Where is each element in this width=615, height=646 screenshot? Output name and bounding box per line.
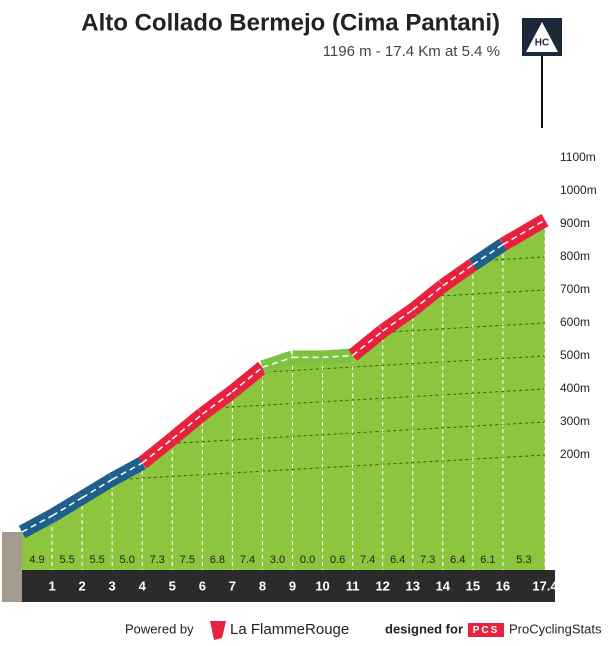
designed-for: designed for xyxy=(385,621,463,636)
badge-mountain xyxy=(526,22,558,52)
gradient-label: 5.5 xyxy=(59,554,74,566)
grid-line xyxy=(22,158,545,188)
gradient-label: 5.0 xyxy=(120,554,135,566)
plot: 200m300m400m500m600m700m800m900m1000m110… xyxy=(2,150,597,602)
y-tick-label: 600m xyxy=(560,315,590,329)
y-tick-label: 500m xyxy=(560,348,590,362)
segment-centerline xyxy=(171,413,203,440)
footer: Powered by La FlammeRouge designed for P… xyxy=(125,621,602,640)
left-wall xyxy=(2,532,22,602)
x-tick-label: 6 xyxy=(199,578,206,593)
segment-centerline xyxy=(352,330,384,357)
gradient-label: 6.4 xyxy=(390,554,405,566)
km-band xyxy=(22,570,555,602)
y-tick-label: 200m xyxy=(560,447,590,461)
segment-centerline xyxy=(262,356,293,369)
gradient-label: 7.4 xyxy=(240,554,255,566)
gradient-label: 5.3 xyxy=(516,554,531,566)
pcs-logo-box xyxy=(468,623,504,637)
x-tick-label: 1 xyxy=(48,578,55,593)
gradient-label: 7.4 xyxy=(360,554,375,566)
segment-centerline xyxy=(231,366,263,393)
x-tick-label: 14 xyxy=(436,578,451,593)
segment-centerline xyxy=(322,354,353,359)
gradient-label: 5.5 xyxy=(89,554,104,566)
x-tick-label: 10 xyxy=(315,578,329,593)
grid-line xyxy=(22,220,545,222)
x-tick-label: 9 xyxy=(289,578,296,593)
gradient-label: 7.3 xyxy=(150,554,165,566)
segment-centerline xyxy=(412,285,444,311)
chart-subtitle: 1196 m - 17.4 Km at 5.4 % xyxy=(323,43,500,60)
badge-label: HC xyxy=(535,38,549,49)
segment-centerline xyxy=(382,309,414,332)
x-tick-label: 13 xyxy=(406,578,420,593)
grid-line xyxy=(22,223,545,255)
site: ProCyclingStats xyxy=(509,621,602,636)
segment-centerline xyxy=(111,462,143,481)
segment-centerline xyxy=(21,515,53,533)
x-tick-label: 8 xyxy=(259,578,266,593)
pcs-logo: PCS xyxy=(473,625,500,636)
chart-title: Alto Collado Bermejo (Cima Pantani) xyxy=(81,9,500,36)
gradient-label: 4.9 xyxy=(29,554,44,566)
x-tick-label: 4 xyxy=(139,578,147,593)
y-tick-label: 700m xyxy=(560,282,590,296)
segment-centerline xyxy=(442,264,474,287)
y-tick-label: 800m xyxy=(560,249,590,263)
gradient-label: 0.0 xyxy=(300,554,315,566)
gradient-label: 6.4 xyxy=(450,554,465,566)
x-tick-label: 7 xyxy=(229,578,236,593)
brand-icon xyxy=(210,621,226,640)
x-tick-label: 11 xyxy=(346,578,360,593)
gradient-label: 7.3 xyxy=(420,554,435,566)
x-tick-label: 17.4 xyxy=(532,578,558,593)
y-tick-label: 1000m xyxy=(560,183,597,197)
segment-centerline xyxy=(141,438,173,464)
gradient-label: 3.0 xyxy=(270,554,285,566)
y-tick-label: 900m xyxy=(560,216,590,230)
y-tick-label: 1100m xyxy=(560,150,596,164)
powered-by: Powered by xyxy=(125,621,194,636)
x-tick-label: 2 xyxy=(78,578,85,593)
segment-centerline xyxy=(81,478,113,499)
y-tick-label: 400m xyxy=(560,381,590,395)
profile-area xyxy=(22,220,545,571)
x-tick-label: 5 xyxy=(169,578,176,593)
segment-centerline xyxy=(472,243,504,266)
gradient-label: 7.5 xyxy=(180,554,195,566)
segment-centerline xyxy=(201,391,233,415)
x-tick-label: 15 xyxy=(466,578,480,593)
segment-centerline xyxy=(51,497,83,517)
x-tick-label: 3 xyxy=(109,578,116,593)
gradient-label: 6.8 xyxy=(210,554,225,566)
x-tick-label: 16 xyxy=(496,578,510,593)
x-tick-label: 12 xyxy=(375,578,389,593)
gradient-label: 6.1 xyxy=(480,554,495,566)
segment-centerline xyxy=(502,219,546,246)
brand: La FlammeRouge xyxy=(230,621,349,638)
y-tick-label: 300m xyxy=(560,414,590,428)
category-badge: HC xyxy=(522,18,562,128)
gradient-label: 0.6 xyxy=(330,554,345,566)
